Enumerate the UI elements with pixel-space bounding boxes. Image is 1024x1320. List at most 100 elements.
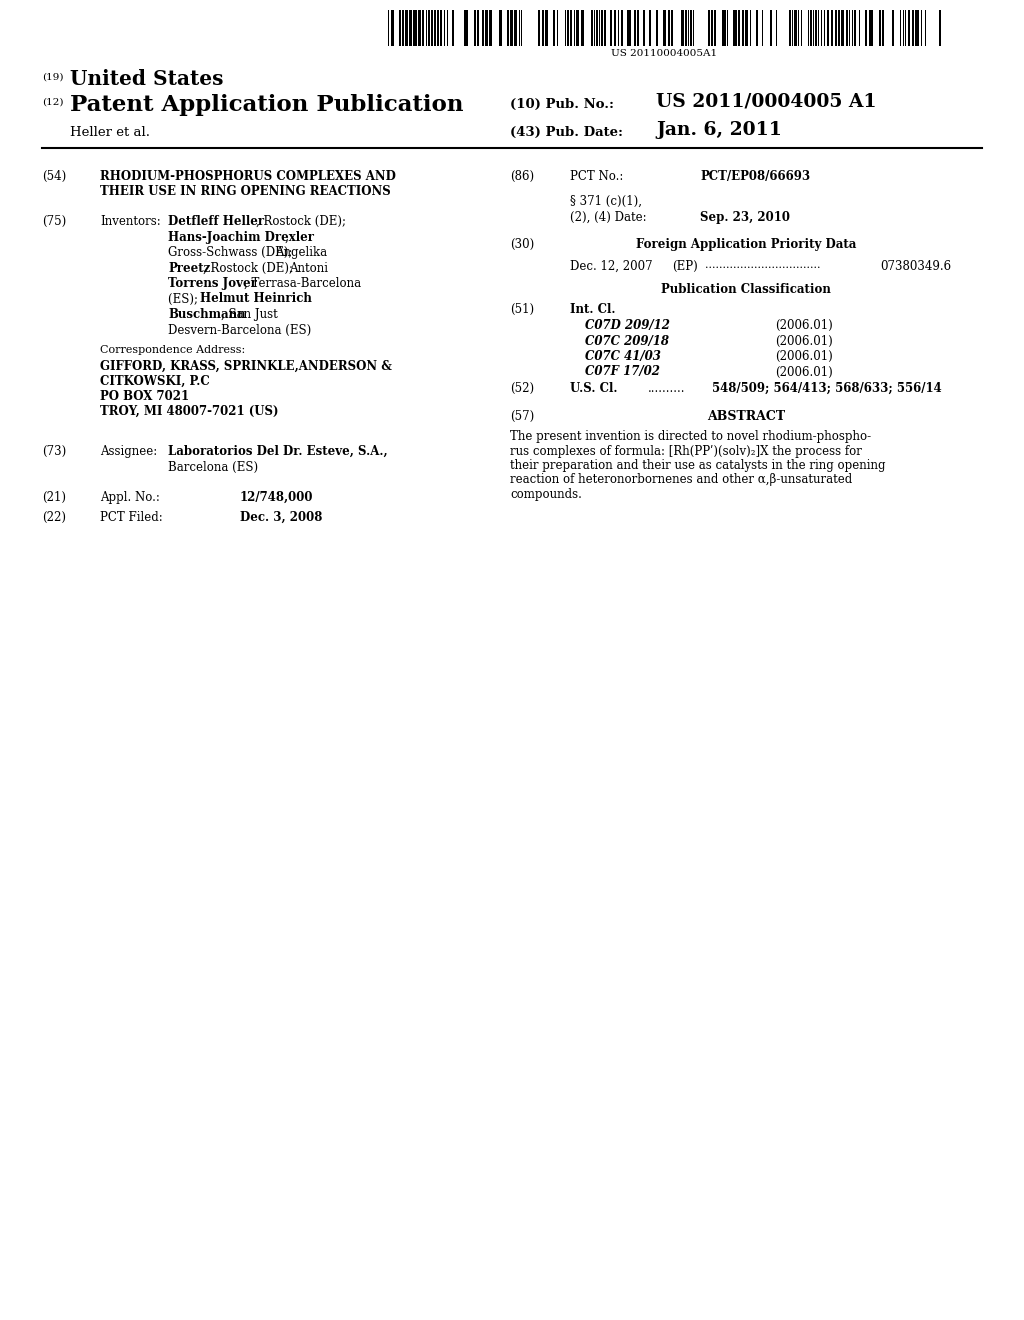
Text: (21): (21) [42,491,66,504]
Bar [708,11,710,46]
Text: (2006.01): (2006.01) [775,334,833,347]
Text: reaction of heteronorbornenes and other α,β-unsaturated: reaction of heteronorbornenes and other … [510,474,852,487]
Text: , Rostock (DE);: , Rostock (DE); [203,261,297,275]
Bar [681,11,683,46]
Bar [399,11,400,46]
Bar [911,11,913,46]
Bar [690,11,691,46]
Bar [614,11,616,46]
Bar [538,11,540,46]
Text: Torrens Jover: Torrens Jover [168,277,257,290]
Bar [545,11,548,46]
Bar [452,11,454,46]
Text: United States: United States [70,69,223,88]
Text: PO BOX 7021: PO BOX 7021 [100,389,189,403]
Text: GIFFORD, KRASS, SPRINKLE,ANDERSON &: GIFFORD, KRASS, SPRINKLE,ANDERSON & [100,360,392,374]
Text: C07D 209/12: C07D 209/12 [585,319,670,333]
Bar [402,11,403,46]
Bar [655,11,658,46]
Bar [663,11,666,46]
Bar [413,11,417,46]
Bar [745,11,748,46]
Text: 12/748,000: 12/748,000 [240,491,313,504]
Bar [671,11,673,46]
Bar [879,11,881,46]
Bar [812,11,814,46]
Bar [603,11,606,46]
Bar [581,11,584,46]
Bar [434,11,435,46]
Text: THEIR USE IN RING OPENING REACTIONS: THEIR USE IN RING OPENING REACTIONS [100,185,391,198]
Text: PCT Filed:: PCT Filed: [100,511,163,524]
Bar [788,11,791,46]
Bar [485,11,487,46]
Text: Barcelona (ES): Barcelona (ES) [168,461,258,474]
Bar [591,11,593,46]
Bar [553,11,555,46]
Text: PCT/EP08/66693: PCT/EP08/66693 [700,170,810,183]
Bar [499,11,502,46]
Bar [609,11,611,46]
Bar [769,11,772,46]
Bar [775,11,777,46]
Text: Jan. 6, 2011: Jan. 6, 2011 [656,121,782,139]
Bar [756,11,758,46]
Bar [714,11,716,46]
Text: CITKOWSKI, P.C: CITKOWSKI, P.C [100,375,210,388]
Bar [820,11,822,46]
Text: Sep. 23, 2010: Sep. 23, 2010 [700,211,790,224]
Text: Heller et al.: Heller et al. [70,125,150,139]
Text: Angelika: Angelika [275,246,327,259]
Text: ABSTRACT: ABSTRACT [707,411,785,422]
Text: (2006.01): (2006.01) [775,319,833,333]
Bar [594,11,595,46]
Text: Int. Cl.: Int. Cl. [570,304,615,315]
Bar [841,11,844,46]
Text: US 2011/0004005 A1: US 2011/0004005 A1 [656,92,877,111]
Text: (51): (51) [510,304,535,315]
Bar [627,11,631,46]
Bar [440,11,442,46]
Text: Foreign Application Priority Data: Foreign Application Priority Data [636,238,856,251]
Text: Preetz: Preetz [168,261,210,275]
Bar [634,11,636,46]
Bar [738,11,740,46]
Text: (22): (22) [42,511,66,524]
Bar [542,11,544,46]
Text: rus complexes of formula: [Rh(PPʹ)(solv)₂]X the process for: rus complexes of formula: [Rh(PPʹ)(solv)… [510,445,862,458]
Text: Inventors:: Inventors: [100,215,161,228]
Text: Patent Application Publication: Patent Application Publication [70,94,464,116]
Bar [391,11,393,46]
Text: (2006.01): (2006.01) [775,350,833,363]
Bar [567,11,568,46]
Text: The present invention is directed to novel rhodium-phospho-: The present invention is directed to nov… [510,430,871,444]
Bar [575,11,579,46]
Text: Correspondence Address:: Correspondence Address: [100,345,246,355]
Text: Hans-Joachim Drexler: Hans-Joachim Drexler [168,231,314,243]
Bar [908,11,909,46]
Bar [514,11,516,46]
Bar [428,11,429,46]
Bar [882,11,884,46]
Bar [722,11,725,46]
Bar [838,11,840,46]
Bar [437,11,439,46]
Text: (52): (52) [510,381,535,395]
Bar [569,11,571,46]
Bar [742,11,744,46]
Bar [482,11,483,46]
Text: (43) Pub. Date:: (43) Pub. Date: [510,125,623,139]
Bar [418,11,421,46]
Bar [939,11,940,46]
Bar [404,11,408,46]
Text: (ES);: (ES); [168,293,202,305]
Bar [648,11,650,46]
Bar [422,11,424,46]
Text: .................................: ................................. [705,260,820,271]
Text: their preparation and their use as catalysts in the ring opening: their preparation and their use as catal… [510,459,886,473]
Text: (12): (12) [42,98,63,107]
Bar [892,11,894,46]
Bar [510,11,512,46]
Text: (86): (86) [510,170,535,183]
Text: (EP): (EP) [672,260,697,273]
